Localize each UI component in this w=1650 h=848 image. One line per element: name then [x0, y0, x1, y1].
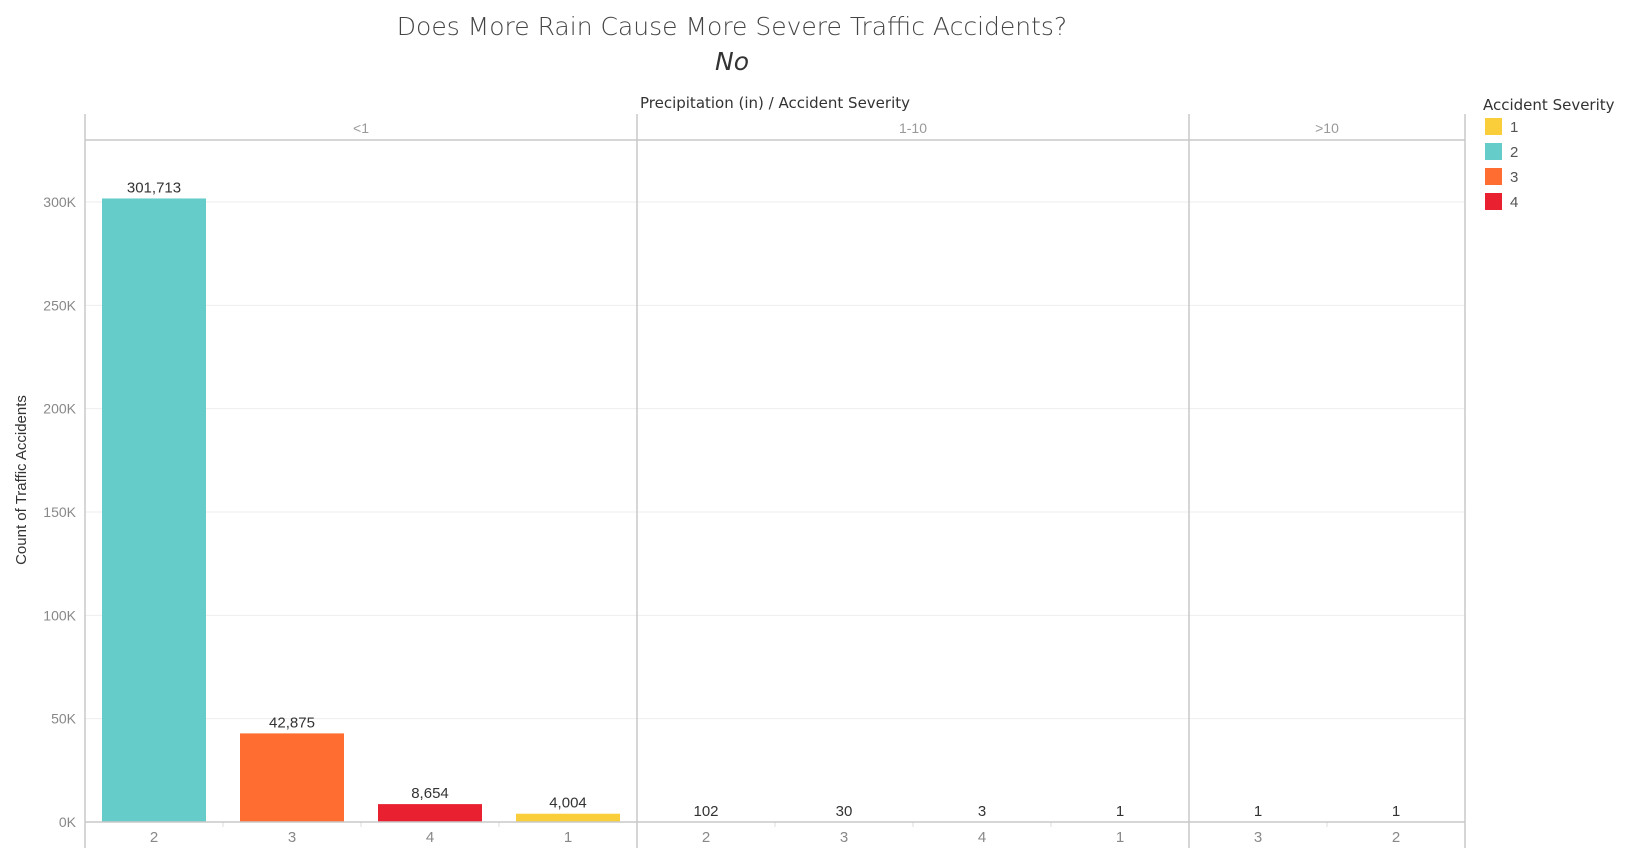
panel-label: 1-10 — [899, 120, 927, 136]
x-tick-label: 4 — [978, 829, 986, 846]
y-tick-label: 0K — [59, 814, 77, 830]
legend: Accident Severity 1 2 3 4 — [1483, 96, 1615, 211]
bars: 301,713 42,875 8,654 4,004 102 30 3 1 1 1 — [102, 179, 1448, 823]
x-tick-label: 3 — [1254, 829, 1262, 846]
x-tick-label: 2 — [150, 829, 158, 846]
column-header: Precipitation (in) / Accident Severity — [640, 94, 910, 112]
panel-label: <1 — [353, 120, 369, 136]
y-axis-ticks: 0K 50K 100K 150K 200K 250K 300K 2 3 4 1 2 3 4 1 3 2 — [43, 194, 1400, 846]
x-tick-label: 2 — [702, 829, 710, 846]
legend-swatch — [1485, 118, 1502, 135]
bar-severity-2 — [102, 198, 206, 823]
data-label: 1 — [1254, 803, 1262, 820]
data-label: 8,654 — [411, 785, 449, 802]
legend-label: 2 — [1510, 144, 1518, 161]
data-label: 102 — [693, 803, 718, 820]
legend-swatch — [1485, 143, 1502, 160]
panel-label: >10 — [1315, 120, 1339, 136]
data-label: 301,713 — [127, 179, 181, 196]
y-axis-label: Count of Traffic Accidents — [13, 395, 30, 565]
data-label: 1 — [1116, 803, 1124, 820]
legend-swatch — [1485, 193, 1502, 210]
data-label: 42,875 — [269, 714, 315, 731]
legend-title: Accident Severity — [1483, 96, 1615, 114]
bar-severity-1 — [516, 813, 620, 822]
y-tick-label: 200K — [43, 401, 76, 417]
y-tick-label: 250K — [43, 297, 76, 313]
x-tick-label: 1 — [1116, 829, 1124, 846]
data-label: 30 — [836, 803, 853, 820]
panel-frames: <1 1-10 >10 — [84, 114, 1466, 848]
chart-subtitle: No — [715, 47, 749, 76]
data-label: 3 — [978, 803, 986, 820]
data-label: 1 — [1392, 803, 1400, 820]
legend-label: 4 — [1510, 194, 1518, 211]
x-tick-label: 1 — [564, 829, 572, 846]
grid-lines — [85, 201, 1465, 720]
legend-label: 1 — [1510, 119, 1518, 136]
bar-severity-3 — [240, 733, 344, 822]
y-tick-label: 300K — [43, 194, 76, 210]
y-tick-label: 50K — [51, 711, 77, 727]
legend-swatch — [1485, 168, 1502, 185]
y-tick-label: 150K — [43, 504, 76, 520]
x-tick-label: 3 — [840, 829, 848, 846]
data-label: 4,004 — [549, 795, 587, 812]
y-tick-label: 100K — [43, 607, 76, 623]
x-tick-label: 4 — [426, 829, 434, 846]
x-tick-label: 2 — [1392, 829, 1400, 846]
x-tick-label: 3 — [288, 829, 296, 846]
legend-label: 3 — [1510, 169, 1518, 186]
chart-title: Does More Rain Cause More Severe Traffic… — [397, 12, 1067, 41]
bar-severity-4 — [378, 804, 482, 822]
